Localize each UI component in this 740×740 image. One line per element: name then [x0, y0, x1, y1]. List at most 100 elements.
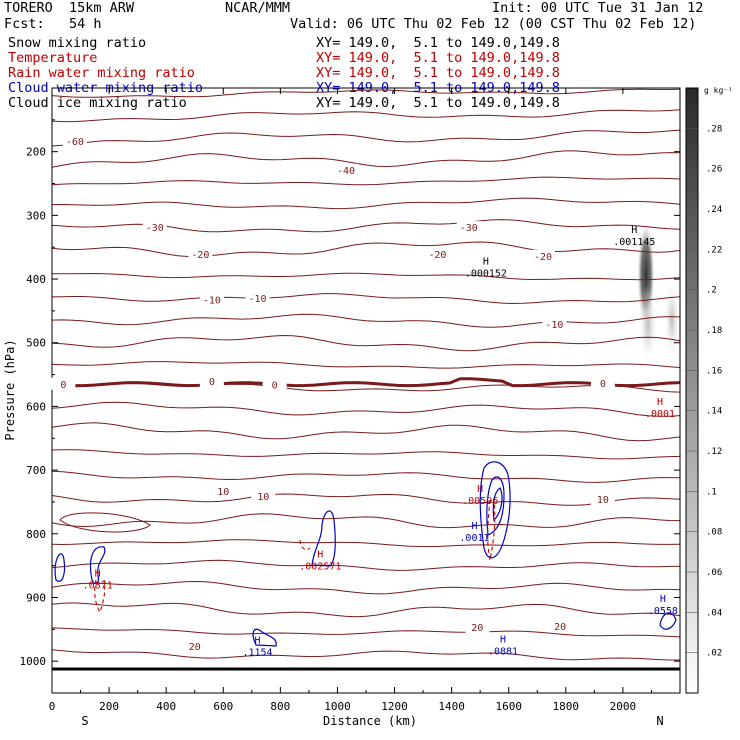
temperature-contour-label: 0: [209, 377, 215, 388]
colorbar-tick-label: .1: [706, 487, 717, 497]
contour-label-bg: [465, 621, 490, 634]
colorbar-unit: g kg⁻¹: [704, 86, 733, 95]
y-tick-label: 500: [26, 337, 46, 350]
maximum-value: .00596: [462, 496, 498, 507]
maximum-marker: H: [483, 257, 489, 268]
colorbar-tick-label: .2: [706, 286, 717, 296]
maximum-value: .002571: [299, 562, 341, 573]
x-tick-label: 200: [99, 700, 119, 713]
isotherm: [51, 602, 681, 618]
model-title: TORERO 15km ARW: [4, 0, 135, 16]
isotherm: [51, 313, 681, 328]
isotherm: [51, 422, 681, 442]
maximum-marker: H: [471, 521, 477, 532]
maximum-value: .0011: [459, 533, 489, 544]
snow-shading: [637, 220, 680, 365]
y-tick-label: 1000: [20, 655, 47, 668]
contour-label-bg: [262, 378, 287, 391]
temperature-contour-label: -30: [146, 223, 164, 234]
isotherm: [51, 539, 681, 548]
contour-label-bg: [199, 293, 224, 306]
isotherm: [51, 470, 681, 483]
colorbar: .02 .04 .06 .08 .1 .12 .14 .16 .18 .2 .22 .24 .26 .28…: [685, 86, 733, 694]
contour-label-bg: [530, 249, 555, 262]
cloud-water-contours: [54, 461, 677, 647]
x-tick-label: 0: [49, 700, 56, 713]
temperature-contour-labels: -60 -40 -30 -30 -20 -20 -20 -10 -10 -10 0 0 0 0 10 10 10…: [51, 135, 615, 653]
isotherm: [51, 197, 681, 210]
x-tick-label: 1600: [495, 700, 522, 713]
temperature-contour-label: -20: [428, 250, 446, 261]
y-tick-label: 400: [26, 273, 46, 286]
maximum-value: .0871: [83, 581, 113, 592]
init-time: Init: 00 UTC Tue 31 Jan 12: [492, 0, 704, 16]
isotherm: [51, 150, 681, 168]
colorbar-tick-label: .04: [706, 608, 722, 618]
maximum-marker: H: [95, 569, 101, 580]
contour-label-bg: [211, 484, 236, 497]
temperature-contour-label: 20: [471, 623, 483, 634]
legend-rain-xy: XY= 149.0, 5.1 to 149.0,149.8: [316, 65, 560, 81]
isotherm: [51, 176, 681, 186]
isotherm: [51, 493, 681, 506]
maximum-marker: H: [631, 225, 637, 236]
colorbar-tick-label: .02: [706, 649, 722, 659]
zero-isotherm: [51, 377, 681, 388]
temperature-contour-label: 10: [597, 495, 609, 506]
x-tick-label: 1400: [438, 700, 465, 713]
colorbar-tick-label: .28: [706, 124, 722, 134]
maximum-marker: H: [477, 484, 483, 495]
maximum-value: .000152: [465, 269, 507, 280]
y-tick-label: 200: [26, 146, 46, 159]
colorbar-tick-label: .06: [706, 568, 722, 578]
temperature-contour-label: -40: [337, 166, 355, 177]
temperature-contour-label: -20: [191, 250, 209, 261]
contour-label-bg: [425, 247, 450, 260]
colorbar-tick-label: .08: [706, 528, 722, 538]
colorbar-tick-label: .24: [706, 205, 722, 215]
center-title: NCAR/MMM: [225, 0, 291, 16]
maxima-labels: H.001145H.000152H.0001H.00596H.0011H.002…: [83, 225, 678, 659]
temperature-contour-label: 10: [217, 487, 229, 498]
x-tick-label: 2000: [610, 700, 637, 713]
contour-label-bg: [62, 135, 87, 148]
maximum-marker: H: [317, 550, 323, 561]
maximum-marker: H: [500, 634, 506, 645]
maximum-value: .1154: [242, 648, 272, 659]
north-end-label: N: [656, 714, 663, 728]
temperature-contour-label: -10: [545, 320, 563, 331]
temperature-contour-label: 0: [600, 379, 606, 390]
isotherm: [51, 109, 681, 123]
contour-label-bg: [590, 493, 615, 506]
temperature-contour-label: -60: [66, 137, 84, 148]
temperature-contour-label: -10: [248, 294, 266, 305]
valid-time: Valid: 06 UTC Thu 02 Feb 12 (00 CST Thu …: [290, 16, 697, 32]
temperature-contour-label: 0: [272, 380, 278, 391]
maximum-marker: H: [660, 594, 666, 605]
maximum-value: .0881: [488, 646, 518, 657]
isotherm: [51, 334, 681, 352]
isotherm: [51, 272, 681, 281]
colorbar-tick-label: .22: [706, 245, 722, 255]
colorbar-tick-label: .18: [706, 326, 722, 336]
isotherm: [51, 580, 681, 595]
isotherm: [51, 129, 681, 147]
contour-label-bg: [334, 163, 359, 176]
isotherm: [51, 627, 681, 638]
temperature-contour-label: -10: [203, 296, 221, 307]
legend-temperature-xy: XY= 149.0, 5.1 to 149.0,149.8: [316, 50, 560, 66]
rain-water-contours: [94, 499, 496, 614]
colorbar-tick-label: .16: [706, 366, 722, 376]
x-tick-label: 1800: [553, 700, 580, 713]
contour-label-bg: [51, 377, 76, 390]
x-axis: 0 200 400 600 800 1000 1200 1400 1600 1800 2000: [49, 88, 652, 713]
isotherm: [51, 559, 681, 571]
x-tick-label: 1000: [324, 700, 351, 713]
legend-cloudice-label: Cloud ice mixing ratio: [8, 95, 187, 111]
isotherm: [51, 361, 681, 369]
isotherm: [51, 88, 681, 98]
y-tick-label: 300: [26, 209, 46, 222]
temperature-contours: [51, 88, 681, 661]
y-tick-label: 600: [26, 400, 46, 413]
